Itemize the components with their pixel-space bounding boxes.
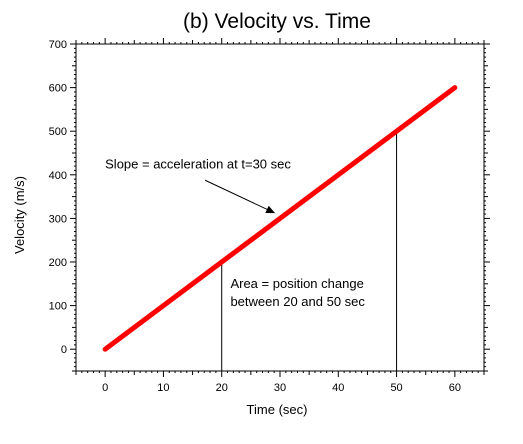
annotation-text: between 20 and 50 sec (230, 294, 365, 309)
y-tick-label: 300 (49, 213, 67, 225)
x-axis-label: Time (sec) (247, 402, 308, 417)
x-tick-label: 20 (216, 382, 228, 394)
y-axis-label: Velocity (m/s) (12, 176, 27, 254)
annotation-arrow (204, 179, 276, 214)
x-tick-label: 0 (102, 382, 108, 394)
y-tick-label: 0 (61, 344, 67, 356)
y-tick-label: 700 (49, 39, 67, 51)
y-tick-label: 100 (49, 301, 67, 313)
y-tick-label: 400 (49, 170, 67, 182)
chart-title: (b) Velocity vs. Time (183, 10, 371, 33)
plot-frame (75, 43, 485, 372)
velocity-series-line (102, 85, 458, 352)
x-tick-label: 60 (449, 382, 461, 394)
y-tick-label: 200 (49, 257, 67, 269)
annotation-text: Slope = acceleration at t=30 sec (105, 156, 291, 171)
x-tick-label: 10 (157, 382, 169, 394)
x-tick-label: 50 (390, 382, 402, 394)
x-tick-label: 40 (332, 382, 344, 394)
x-tick-label: 30 (274, 382, 286, 394)
y-tick-label: 600 (49, 83, 67, 95)
plot-area: 0 10 20 30 40 50 600100200300400500600700Slope… (49, 38, 490, 394)
y-tick-label: 500 (49, 126, 67, 138)
annotation-text: Area = position change (230, 276, 363, 291)
